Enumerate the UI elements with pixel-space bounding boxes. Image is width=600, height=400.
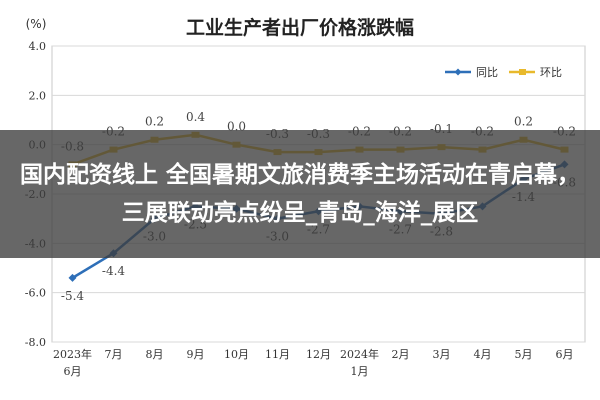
data-label: -4.4: [102, 264, 126, 278]
data-label: -5.4: [61, 289, 85, 303]
x-tick-label: 9月: [187, 348, 205, 361]
x-tick-label: 8月: [146, 348, 164, 361]
data-label: 0.2: [145, 115, 164, 129]
x-tick-labels: 2023年 6月 7月 8月 9月 10月 11月 12月 2024年 1月 2月 3月 4月 5月 6月: [53, 347, 574, 378]
x-tick-label: 4月: [474, 348, 492, 361]
x-tick-label: 6月: [556, 348, 574, 361]
y-tick-label: 4.0: [29, 40, 47, 53]
data-label: 0.4: [186, 110, 205, 124]
x-tick-label: 6月: [64, 365, 82, 378]
headline-text: 国内配资线上 全国暑期文旅消费季主场活动在青启幕，三展联动亮点纷呈_青岛_海洋_…: [19, 162, 580, 226]
x-tick-label: 3月: [433, 348, 451, 361]
legend: 同比 环比: [445, 66, 562, 79]
y-tick-label: -8.0: [25, 336, 46, 349]
x-tick-label: 7月: [105, 348, 123, 361]
legend-label: 同比: [476, 66, 498, 79]
x-tick-label: 2月: [392, 348, 410, 361]
legend-label: 环比: [540, 66, 562, 79]
x-tick-label: 1月: [351, 365, 369, 378]
x-tick-label: 5月: [515, 348, 533, 361]
chart-title: 工业生产者出厂价格涨跌幅: [186, 16, 414, 39]
x-tick-label: 2023年: [53, 347, 92, 361]
x-tick-label: 12月: [306, 348, 331, 361]
data-label: 0.2: [514, 115, 533, 129]
x-tick-label: 10月: [224, 348, 249, 361]
x-tick-label: 2024年: [340, 347, 379, 361]
y-tick-label: 2.0: [29, 89, 47, 102]
legend-swatch-marker: [519, 69, 526, 75]
x-tick-label: 11月: [265, 348, 290, 361]
headline-banner: 国内配资线上 全国暑期文旅消费季主场活动在青启幕，三展联动亮点纷呈_青岛_海洋_…: [0, 130, 600, 258]
y-axis-unit: (%): [26, 17, 47, 31]
legend-swatch-marker: [454, 68, 462, 76]
y-tick-label: -6.0: [25, 287, 46, 300]
data-point: [68, 273, 77, 282]
